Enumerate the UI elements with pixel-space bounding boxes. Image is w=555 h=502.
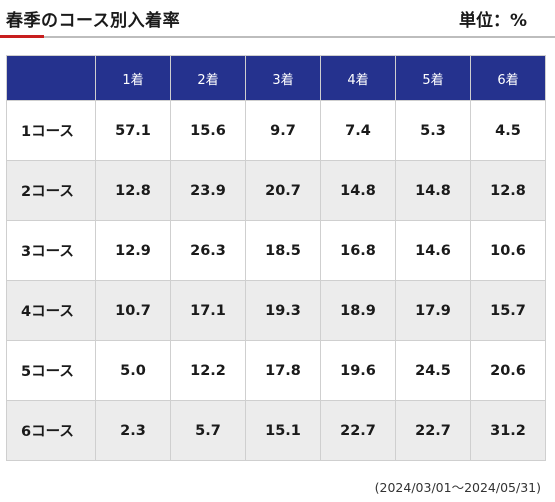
row-label: 1コース (6, 100, 96, 161)
table-header-row: 1着 2着 3着 4着 5着 6着 (6, 55, 546, 101)
table-cell: 9.7 (245, 100, 321, 161)
header-cell-4th: 4着 (320, 55, 396, 101)
table-cell: 20.7 (245, 160, 321, 221)
period-note: (2024/03/01〜2024/05/31) (374, 480, 541, 495)
header-cell-corner (6, 55, 96, 101)
row-label: 2コース (6, 160, 96, 221)
table-row: 5コース 5.0 12.2 17.8 19.6 24.5 20.6 (6, 340, 546, 401)
table-cell: 17.9 (395, 280, 471, 341)
table-cell: 24.5 (395, 340, 471, 401)
header-cell-6th: 6着 (470, 55, 546, 101)
table-cell: 12.9 (95, 220, 171, 281)
table-cell: 26.3 (170, 220, 246, 281)
table-cell: 10.7 (95, 280, 171, 341)
table-row: 1コース 57.1 15.6 9.7 7.4 5.3 4.5 (6, 100, 546, 161)
row-label: 5コース (6, 340, 96, 401)
table-cell: 18.5 (245, 220, 321, 281)
table-row: 4コース 10.7 17.1 19.3 18.9 17.9 15.7 (6, 280, 546, 341)
table-cell: 15.6 (170, 100, 246, 161)
table-cell: 10.6 (470, 220, 546, 281)
header-cell-3rd: 3着 (245, 55, 321, 101)
row-label: 6コース (6, 400, 96, 461)
table-cell: 31.2 (470, 400, 546, 461)
table-cell: 57.1 (95, 100, 171, 161)
table-cell: 22.7 (320, 400, 396, 461)
table-cell: 17.8 (245, 340, 321, 401)
table-cell: 20.6 (470, 340, 546, 401)
table-cell: 12.8 (470, 160, 546, 221)
row-label: 3コース (6, 220, 96, 281)
header-cell-2nd: 2着 (170, 55, 246, 101)
page-title: 春季のコース別入着率 (6, 11, 181, 31)
table-row: 6コース 2.3 5.7 15.1 22.7 22.7 31.2 (6, 400, 546, 461)
table-cell: 5.3 (395, 100, 471, 161)
header-divider (0, 36, 555, 38)
header-accent-bar (0, 35, 44, 38)
row-label: 4コース (6, 280, 96, 341)
table-cell: 5.0 (95, 340, 171, 401)
page-header: 春季のコース別入着率 単位：% (0, 0, 555, 38)
table-cell: 14.8 (395, 160, 471, 221)
table-cell: 18.9 (320, 280, 396, 341)
table-cell: 14.6 (395, 220, 471, 281)
table-cell: 12.2 (170, 340, 246, 401)
table-cell: 12.8 (95, 160, 171, 221)
table-cell: 15.1 (245, 400, 321, 461)
table-row: 3コース 12.9 26.3 18.5 16.8 14.6 10.6 (6, 220, 546, 281)
table-cell: 2.3 (95, 400, 171, 461)
header-cell-1st: 1着 (95, 55, 171, 101)
table-cell: 23.9 (170, 160, 246, 221)
table-cell: 19.3 (245, 280, 321, 341)
unit-label: 単位：% (458, 11, 527, 31)
table-row: 2コース 12.8 23.9 20.7 14.8 14.8 12.8 (6, 160, 546, 221)
header-cell-5th: 5着 (395, 55, 471, 101)
course-placement-table: 1着 2着 3着 4着 5着 6着 1コース 57.1 15.6 9.7 7.4… (6, 55, 546, 461)
table-cell: 4.5 (470, 100, 546, 161)
table-cell: 5.7 (170, 400, 246, 461)
table-cell: 16.8 (320, 220, 396, 281)
table-cell: 22.7 (395, 400, 471, 461)
table-cell: 17.1 (170, 280, 246, 341)
table-cell: 15.7 (470, 280, 546, 341)
table-cell: 14.8 (320, 160, 396, 221)
table-cell: 7.4 (320, 100, 396, 161)
table-cell: 19.6 (320, 340, 396, 401)
